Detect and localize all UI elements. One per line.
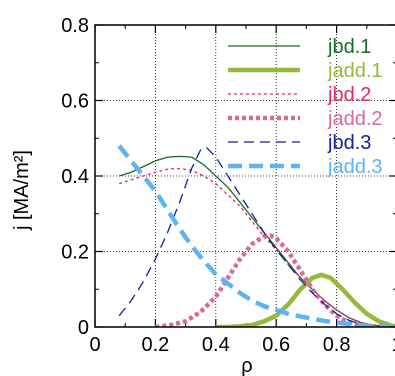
series-lines	[117, 144, 395, 327]
y-tick-label: 0	[78, 317, 89, 339]
x-tick-label: 0.4	[202, 334, 230, 356]
x-axis-label: ρ	[241, 355, 252, 376]
legend-label-jadd-1: jadd.1	[327, 60, 383, 82]
x-tick-label: 0.2	[141, 334, 169, 356]
legend-label-jbd-2: jbd.2	[327, 84, 371, 106]
x-tick-label: 0	[89, 334, 100, 356]
legend-label-jbd-1: jbd.1	[327, 36, 371, 58]
series-line-jbd-2	[119, 167, 395, 327]
series-line-jbd-3	[118, 147, 395, 327]
series-line-jadd-2	[155, 233, 374, 327]
x-tick-label: 1	[391, 334, 395, 356]
x-tick-label: 0.8	[323, 334, 351, 356]
legend-label-jadd-3: jadd.3	[327, 156, 383, 178]
ticks: 0 0.2 0.4 0.6 0.8 1 0 0.2 0.4 0.6 0.8	[61, 15, 395, 356]
y-tick-label: 0.6	[61, 91, 89, 113]
x-tick-label: 0.6	[262, 334, 290, 356]
y-tick-label: 0.4	[61, 166, 89, 188]
legend-label-jbd-3: jbd.3	[327, 132, 371, 154]
series-line-jadd-1	[215, 272, 395, 327]
series-line-jadd-3	[117, 144, 395, 327]
y-tick-label: 0.8	[61, 15, 89, 37]
legend-label-jadd-2: jadd.2	[327, 108, 383, 130]
y-axis-label: j [MA/m²]	[11, 150, 33, 231]
y-tick-label: 0.2	[61, 242, 89, 264]
plot-frame	[94, 24, 395, 328]
